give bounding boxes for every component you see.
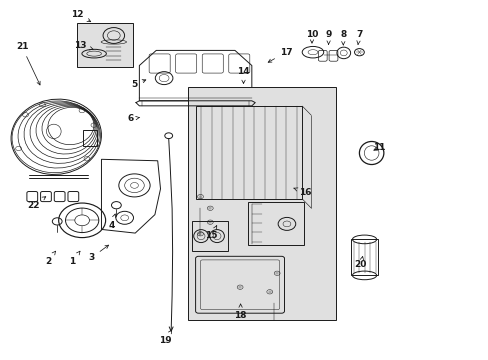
Bar <box>195 106 302 199</box>
Bar <box>83 130 97 146</box>
Bar <box>188 87 336 320</box>
Text: 1: 1 <box>69 251 80 265</box>
Text: 7: 7 <box>355 30 362 44</box>
Text: 6: 6 <box>128 114 140 123</box>
Bar <box>192 221 227 251</box>
Text: 15: 15 <box>204 226 217 240</box>
Text: 16: 16 <box>293 188 311 197</box>
Text: 14: 14 <box>237 68 249 84</box>
Text: 20: 20 <box>354 256 366 269</box>
Text: 4: 4 <box>108 214 116 230</box>
Text: 5: 5 <box>131 80 145 89</box>
Text: 13: 13 <box>74 40 93 50</box>
Bar <box>350 239 377 275</box>
Text: 11: 11 <box>372 143 385 152</box>
Text: 18: 18 <box>234 304 246 320</box>
Text: 9: 9 <box>325 30 331 44</box>
Text: 12: 12 <box>71 10 90 22</box>
Text: 21: 21 <box>16 42 40 85</box>
Text: 19: 19 <box>159 330 171 345</box>
Text: 10: 10 <box>305 30 318 43</box>
Text: 17: 17 <box>267 48 292 62</box>
Text: 2: 2 <box>45 251 56 265</box>
Bar <box>77 23 133 67</box>
Bar <box>247 202 303 246</box>
Text: 22: 22 <box>27 197 46 210</box>
Text: 8: 8 <box>340 30 346 45</box>
Text: 3: 3 <box>89 245 108 262</box>
